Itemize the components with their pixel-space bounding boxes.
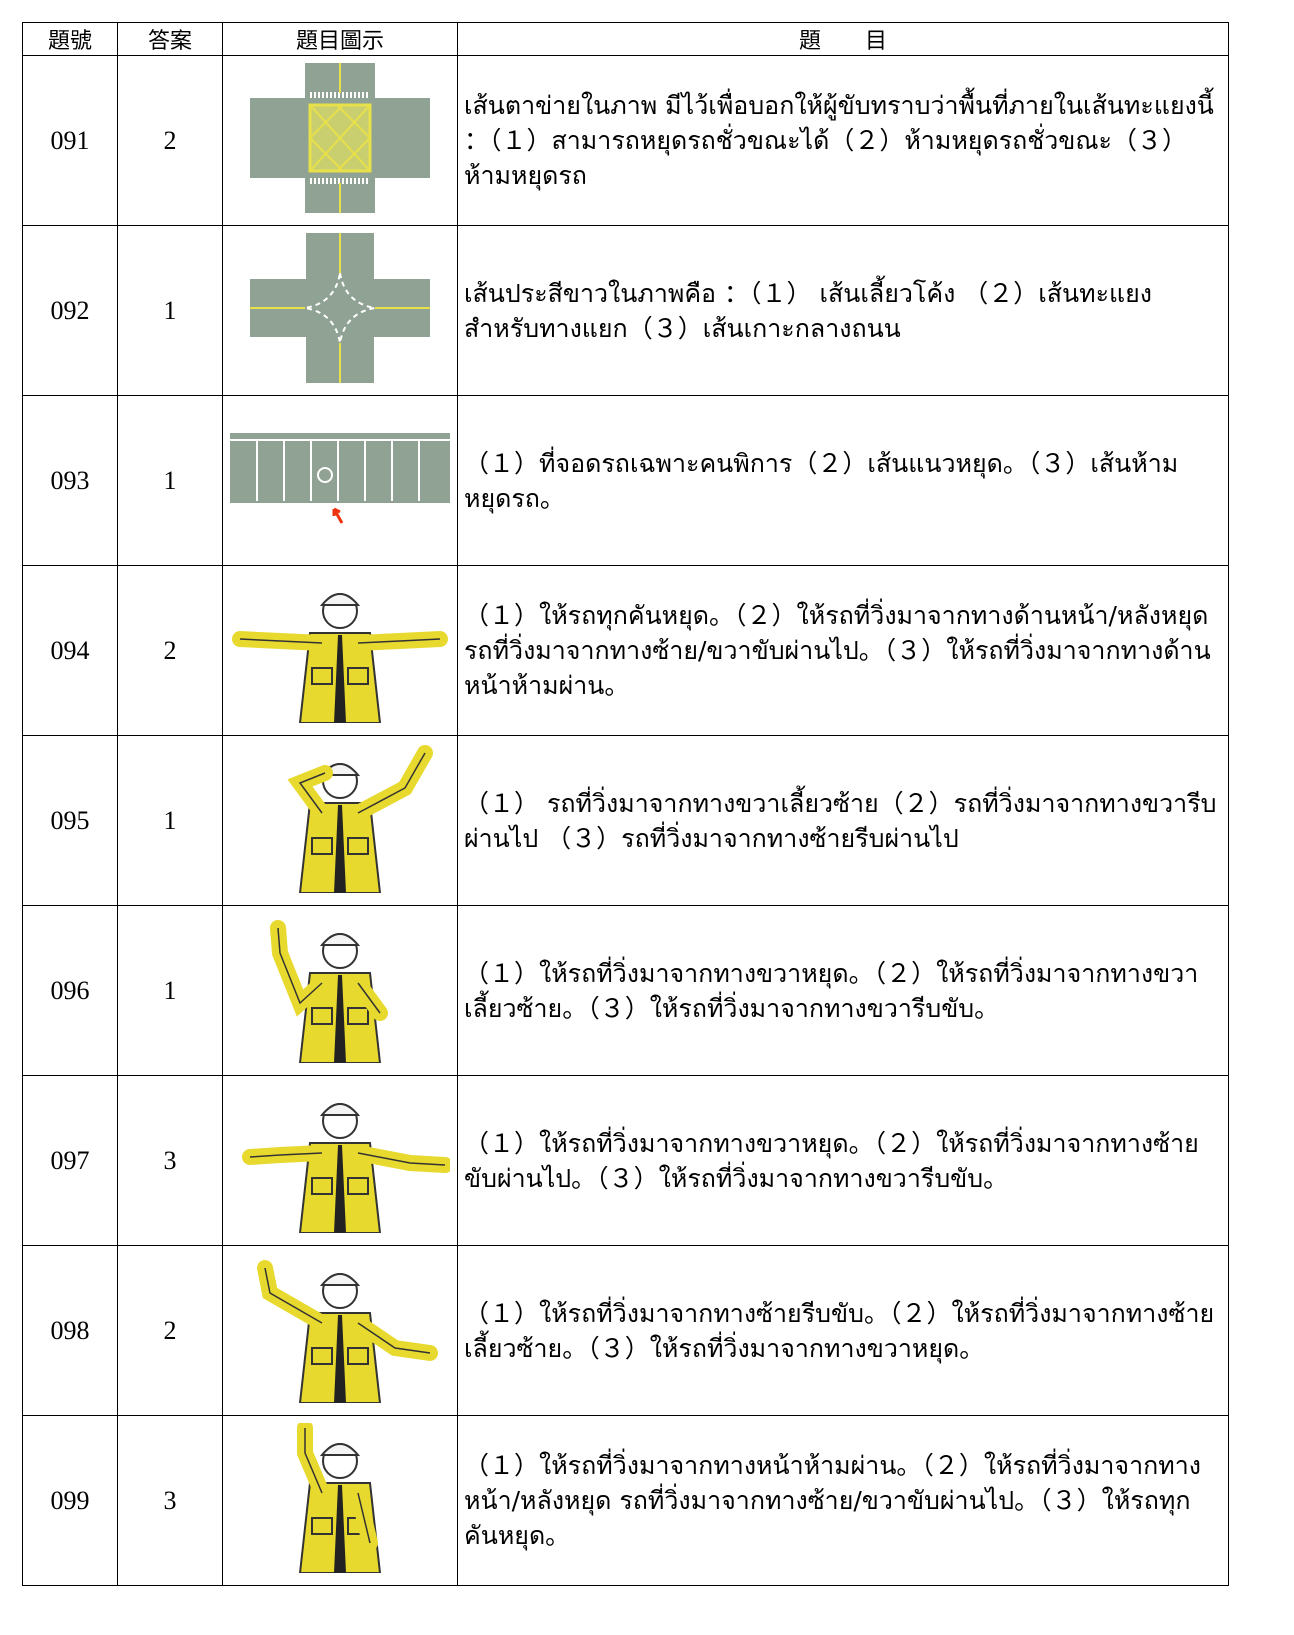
question-table: 題號 答案 題目圖示 題 目 091 2 เส้นตาข่ายในภาพ มีไว…: [22, 22, 1229, 1586]
officer-illustration: [297, 1420, 382, 1574]
header-cell: 題 目: [457, 22, 1229, 56]
question-row: 095 1 （１） รถที่วิ่งมาจากทางขวาเลี้ยวซ้าย（…: [22, 735, 1229, 906]
header-cell: 答案: [117, 22, 223, 56]
question-row: 092 1 เส้นประสีขาวในภาพคือ ：（１） เส้นเลี้ย…: [22, 225, 1229, 396]
header-cell: 題號: [22, 22, 118, 56]
dashed-intersection: [250, 233, 430, 383]
figure-cell: [222, 735, 458, 906]
question-cell: （１）ให้รถที่วิ่งมาจากทางขวาหยุด。（２）ให้รถท…: [457, 905, 1229, 1076]
question-row: 094 2 （１）ให้รถทุกคันหยุด。（２）ให้รถที่วิ่งม…: [22, 565, 1229, 736]
number-cell: 1: [117, 735, 223, 906]
number-cell: 095: [22, 735, 118, 906]
question-cell: เส้นประสีขาวในภาพคือ ：（１） เส้นเลี้ยวโค้ง…: [457, 225, 1229, 396]
question-cell: （１） รถที่วิ่งมาจากทางขวาเลี้ยวซ้าย（２）รถท…: [457, 735, 1229, 906]
figure-cell: [222, 1245, 458, 1416]
figure-cell: [222, 1075, 458, 1246]
figure-cell: [222, 1415, 458, 1586]
figure-cell: [222, 565, 458, 736]
number-cell: 091: [22, 55, 118, 226]
officer-illustration: [232, 593, 448, 724]
disabled-parking: [230, 433, 450, 524]
question-cell: （１）ให้รถทุกคันหยุด。（２）ให้รถที่วิ่งมาจากท…: [457, 565, 1229, 736]
number-cell: 094: [22, 565, 118, 736]
number-cell: 093: [22, 395, 118, 566]
number-cell: 092: [22, 225, 118, 396]
officer-illustration: [242, 1103, 453, 1234]
number-cell: 2: [117, 565, 223, 736]
question-cell: （１）ให้รถที่วิ่งมาจากทางซ้ายรีบขับ。（２）ให้…: [457, 1245, 1229, 1416]
number-cell: 096: [22, 905, 118, 1076]
question-cell: （１）ที่จอดรถเฉพาะคนพิการ（２）เส้นแนวหยุด。（３…: [457, 395, 1229, 566]
officer-illustration: [287, 745, 433, 894]
number-cell: 2: [117, 55, 223, 226]
question-row: 097 3 （１）ให้รถที่วิ่งมาจากทางขวาหยุด。（２）ใ…: [22, 1075, 1229, 1246]
number-cell: 2: [117, 1245, 223, 1416]
number-cell: 1: [117, 905, 223, 1076]
number-cell: 098: [22, 1245, 118, 1416]
figure-cell: [222, 225, 458, 396]
question-row: 093 1 （１）ที่จอดรถเฉพาะคนพิการ（２）เส้นแนวหย…: [22, 395, 1229, 566]
number-cell: 3: [117, 1075, 223, 1246]
number-cell: 097: [22, 1075, 118, 1246]
number-cell: 1: [117, 395, 223, 566]
question-row: 098 2 （１）ให้รถที่วิ่งมาจากทางซ้ายรีบขับ。（…: [22, 1245, 1229, 1416]
question-row: 099 3 （１）ให้รถที่วิ่งมาจากทางหน้าห้ามผ่าน…: [22, 1415, 1229, 1586]
question-row: 096 1 （１）ให้รถที่วิ่งมาจากทางขวาหยุด。（２）ใ…: [22, 905, 1229, 1076]
question-cell: เส้นตาข่ายในภาพ มีไว้เพื่อบอกให้ผู้ขับทร…: [457, 55, 1229, 226]
figure-cell: [222, 905, 458, 1076]
officer-illustration: [257, 1260, 438, 1404]
figure-cell: [222, 395, 458, 566]
number-cell: 3: [117, 1415, 223, 1586]
officer-illustration: [270, 920, 388, 1064]
number-cell: 1: [117, 225, 223, 396]
header-cell: 題目圖示: [222, 22, 458, 56]
question-row: 091 2 เส้นตาข่ายในภาพ มีไว้เพื่อบอกให้ผู้…: [22, 55, 1229, 226]
header-row: 題號 答案 題目圖示 題 目: [22, 22, 1229, 56]
crosshatch-intersection: [250, 63, 430, 213]
question-cell: （１）ให้รถที่วิ่งมาจากทางหน้าห้ามผ่าน。（２）ใ…: [457, 1415, 1229, 1586]
question-cell: （１）ให้รถที่วิ่งมาจากทางขวาหยุด。（２）ให้รถท…: [457, 1075, 1229, 1246]
figure-cell: [222, 55, 458, 226]
number-cell: 099: [22, 1415, 118, 1586]
table-body: 091 2 เส้นตาข่ายในภาพ มีไว้เพื่อบอกให้ผู้…: [22, 55, 1229, 1586]
